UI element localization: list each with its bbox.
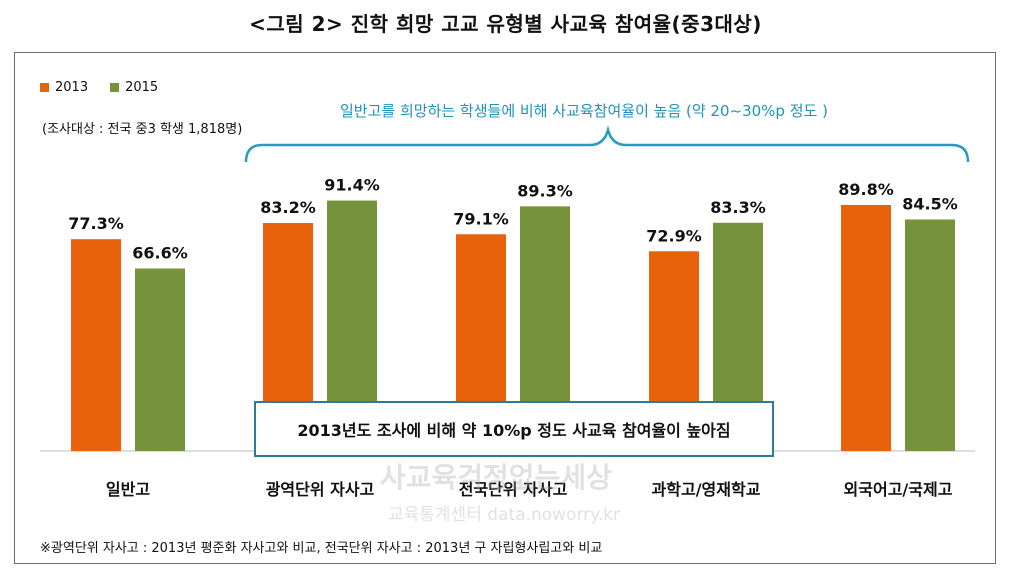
value-label-2013-1: 83.2%	[260, 198, 316, 217]
value-label-2015-4: 84.5%	[902, 194, 958, 213]
legend: 2013 2015	[40, 80, 158, 95]
value-label-2013-4: 89.8%	[838, 180, 894, 199]
value-label-2015-2: 89.3%	[517, 181, 573, 200]
bar-2015-4	[905, 219, 955, 451]
value-label-2015-1: 91.4%	[324, 176, 380, 195]
bar-2013-0	[71, 239, 121, 451]
value-label-2013-0: 77.3%	[68, 214, 124, 233]
annotation-bracket	[244, 125, 970, 163]
category-label-3: 과학고/영재학교	[652, 480, 761, 499]
value-label-2015-3: 83.3%	[710, 198, 766, 217]
watermark: 사교육걱정없는세상	[380, 461, 612, 494]
legend-label-2015: 2015	[125, 80, 159, 95]
category-label-1: 광역단위 자사고	[266, 480, 375, 499]
annotation-box: 2013년도 조사에 비해 약 10%p 정도 사교육 참여율이 높아짐	[254, 401, 774, 457]
chart-frame	[14, 52, 996, 564]
figure-title: <그림 2> 진학 희망 고교 유형별 사교육 참여율(중3대상)	[249, 12, 762, 36]
value-label-2015-0: 66.6%	[132, 244, 188, 263]
value-label-2013-3: 72.9%	[646, 226, 702, 245]
value-label-2013-2: 79.1%	[453, 209, 509, 228]
legend-swatch-2015	[110, 83, 120, 92]
bar-2013-4	[841, 204, 891, 451]
legend-swatch-2013	[40, 83, 49, 92]
legend-item-2013: 2013	[40, 80, 88, 95]
footnote: ※광역단위 자사고 : 2013년 평준화 자사고와 비교, 전국단위 자사고 …	[40, 541, 603, 556]
bar-2015-0	[135, 268, 185, 451]
category-label-2: 전국단위 자사고	[459, 480, 568, 499]
category-label-0: 일반고	[106, 480, 150, 499]
legend-item-2015: 2015	[110, 80, 158, 95]
category-label-4: 외국어고/국제고	[844, 480, 953, 499]
subject-note: (조사대상 : 전국 중3 학생 1,818명)	[42, 122, 243, 137]
legend-label-2013: 2013	[55, 80, 89, 95]
watermark-sub: 교육통계센터 data.noworry.kr	[388, 505, 620, 525]
annotation-top: 일반고를 희망하는 학생들에 비해 사교육참여율이 높음 (약 20~30%p …	[340, 102, 828, 120]
